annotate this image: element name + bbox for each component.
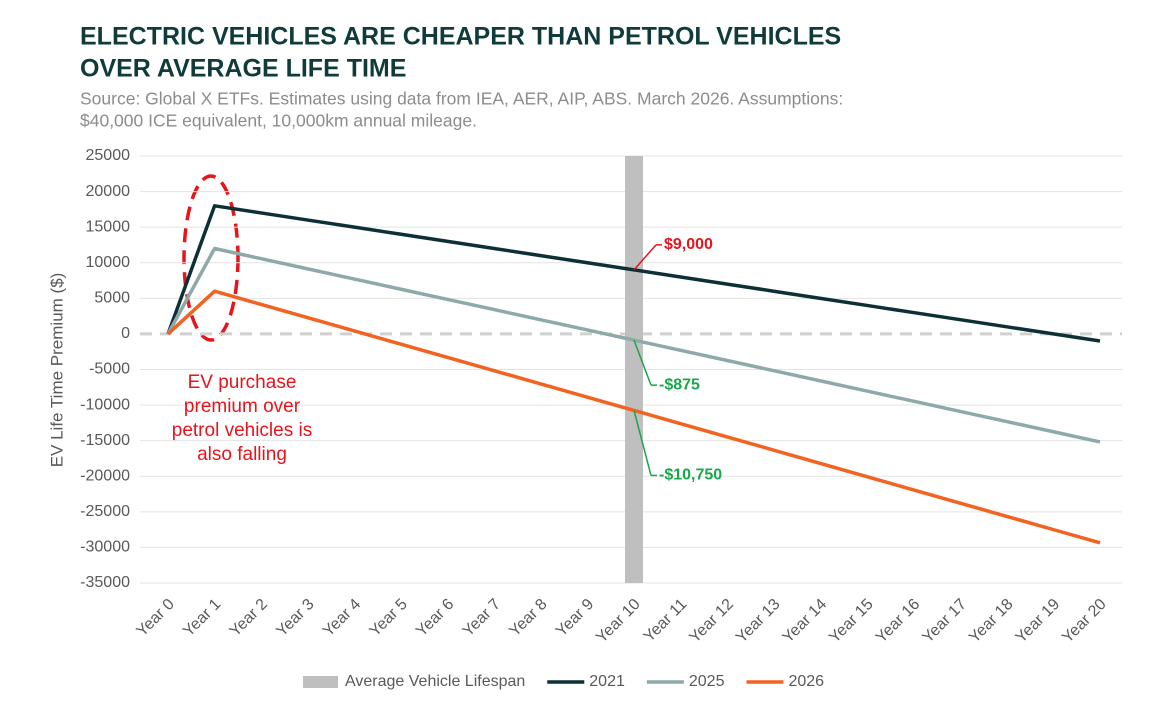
y-tick-label: 15000: [86, 218, 131, 235]
chart-title: OVER AVERAGE LIFE TIME: [80, 55, 406, 83]
y-tick-label: -20000: [80, 467, 130, 484]
y-tick-label: 25000: [86, 147, 131, 164]
annotation-leader: [633, 244, 657, 271]
y-tick-label: -35000: [80, 574, 130, 591]
annotation-leader: [633, 339, 652, 386]
legend-label: 2025: [689, 673, 725, 690]
y-tick-label: -10000: [80, 396, 130, 413]
y-tick-label: 0: [121, 325, 130, 342]
y-tick-label: 20000: [86, 183, 131, 200]
note-text: EV purchase: [188, 372, 297, 393]
y-tick-label: -25000: [80, 503, 130, 520]
lifespan-band: [625, 156, 643, 583]
annotation-leader: [633, 410, 652, 476]
annotation-label: -$875: [659, 376, 700, 393]
note-text: premium over: [184, 396, 301, 417]
note-text: petrol vehicles is: [172, 420, 312, 441]
y-tick-label: 10000: [86, 254, 131, 271]
chart-title: ELECTRIC VEHICLES ARE CHEAPER THAN PETRO…: [80, 23, 841, 51]
y-axis-label: EV Life Time Premium ($): [47, 273, 66, 468]
subtitle: Source: Global X ETFs. Estimates using d…: [80, 89, 843, 109]
annotation-label: -$10,750: [659, 467, 722, 484]
note-text: also falling: [197, 444, 287, 465]
legend-label: Average Vehicle Lifespan: [345, 673, 525, 690]
annotation-label: $9,000: [664, 236, 713, 253]
y-tick-label: -30000: [80, 539, 130, 556]
legend-swatch: [303, 676, 338, 688]
y-tick-label: -5000: [89, 361, 130, 378]
highlight-ellipse: [182, 174, 240, 342]
legend-label: 2021: [589, 673, 625, 690]
y-tick-label: 5000: [94, 290, 130, 307]
y-tick-label: -15000: [80, 432, 130, 449]
legend-label: 2026: [788, 673, 824, 690]
subtitle: $40,000 ICE equivalent, 10,000km annual …: [80, 111, 477, 131]
